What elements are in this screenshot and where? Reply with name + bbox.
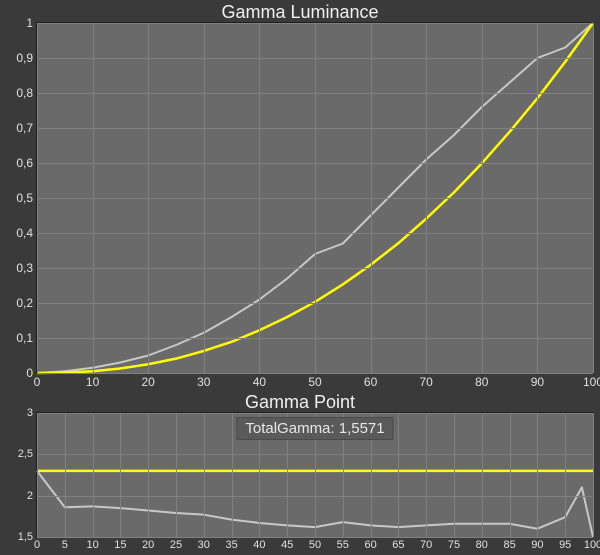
xtick-label: 90 <box>531 373 544 389</box>
ytick-label: 0,5 <box>16 191 37 205</box>
xtick-label: 20 <box>142 537 154 551</box>
gridline-v <box>482 23 483 373</box>
xtick-label: 75 <box>448 537 460 551</box>
xtick-label: 85 <box>503 537 515 551</box>
xtick-label: 10 <box>86 373 99 389</box>
gridline-v <box>454 413 455 537</box>
xtick-label: 70 <box>420 373 433 389</box>
gridline-v <box>593 413 594 537</box>
ytick-label: 0,3 <box>16 261 37 275</box>
ytick-label: 2 <box>27 490 37 502</box>
xtick-label: 40 <box>253 373 266 389</box>
gridline-v <box>148 23 149 373</box>
ytick-label: 0,8 <box>16 86 37 100</box>
gridline-v <box>315 23 316 373</box>
gridline-v <box>537 23 538 373</box>
xtick-label: 100 <box>583 373 600 389</box>
gridline-v <box>65 413 66 537</box>
xtick-label: 35 <box>225 537 237 551</box>
xtick-label: 70 <box>420 537 432 551</box>
gridline-v <box>537 413 538 537</box>
gridline-v <box>204 413 205 537</box>
xtick-label: 10 <box>86 537 98 551</box>
xtick-label: 5 <box>62 537 68 551</box>
xtick-label: 30 <box>197 373 210 389</box>
xtick-label: 15 <box>114 537 126 551</box>
xtick-label: 55 <box>337 537 349 551</box>
gridline-v <box>398 413 399 537</box>
ytick-label: 2,5 <box>18 448 37 460</box>
total-gamma-label: TotalGamma: 1,5571 <box>236 417 393 440</box>
gridline-v <box>232 413 233 537</box>
gridline-v <box>371 23 372 373</box>
ytick-label: 1 <box>26 16 37 30</box>
xtick-label: 50 <box>308 373 321 389</box>
xtick-label: 80 <box>475 373 488 389</box>
chart1-title: Gamma Luminance <box>221 2 378 23</box>
chart2-plot-area: TotalGamma: 1,5571 1,522,530510152025303… <box>36 412 594 538</box>
xtick-label: 25 <box>170 537 182 551</box>
gridline-v <box>426 23 427 373</box>
gridline-v <box>510 413 511 537</box>
ytick-label: 3 <box>27 407 37 419</box>
xtick-label: 60 <box>364 373 377 389</box>
xtick-label: 45 <box>281 537 293 551</box>
ytick-label: 0,2 <box>16 296 37 310</box>
xtick-label: 80 <box>476 537 488 551</box>
gridline-v <box>204 23 205 373</box>
xtick-label: 40 <box>253 537 265 551</box>
xtick-label: 90 <box>531 537 543 551</box>
chart2-title: Gamma Point <box>245 392 355 413</box>
ytick-label: 0,1 <box>16 331 37 345</box>
gridline-v <box>593 23 594 373</box>
xtick-label: 30 <box>198 537 210 551</box>
ytick-label: 0,4 <box>16 226 37 240</box>
gridline-v <box>176 413 177 537</box>
xtick-label: 0 <box>34 537 40 551</box>
xtick-label: 20 <box>142 373 155 389</box>
ytick-label: 0,9 <box>16 51 37 65</box>
xtick-label: 60 <box>364 537 376 551</box>
xtick-label: 0 <box>34 373 41 389</box>
ytick-label: 0,7 <box>16 121 37 135</box>
xtick-label: 50 <box>309 537 321 551</box>
chart1-plot-area: 00,10,20,30,40,50,60,70,80,9101020304050… <box>36 22 594 374</box>
gridline-v <box>565 413 566 537</box>
gridline-v <box>148 413 149 537</box>
ytick-label: 0,6 <box>16 156 37 170</box>
gridline-v <box>93 413 94 537</box>
gridline-v <box>93 23 94 373</box>
gridline-v <box>426 413 427 537</box>
gridline-v <box>259 23 260 373</box>
gridline-v <box>482 413 483 537</box>
gridline-v <box>37 413 38 537</box>
xtick-label: 100 <box>584 537 600 551</box>
gridline-v <box>37 23 38 373</box>
gridline-v <box>120 413 121 537</box>
xtick-label: 65 <box>392 537 404 551</box>
xtick-label: 95 <box>559 537 571 551</box>
